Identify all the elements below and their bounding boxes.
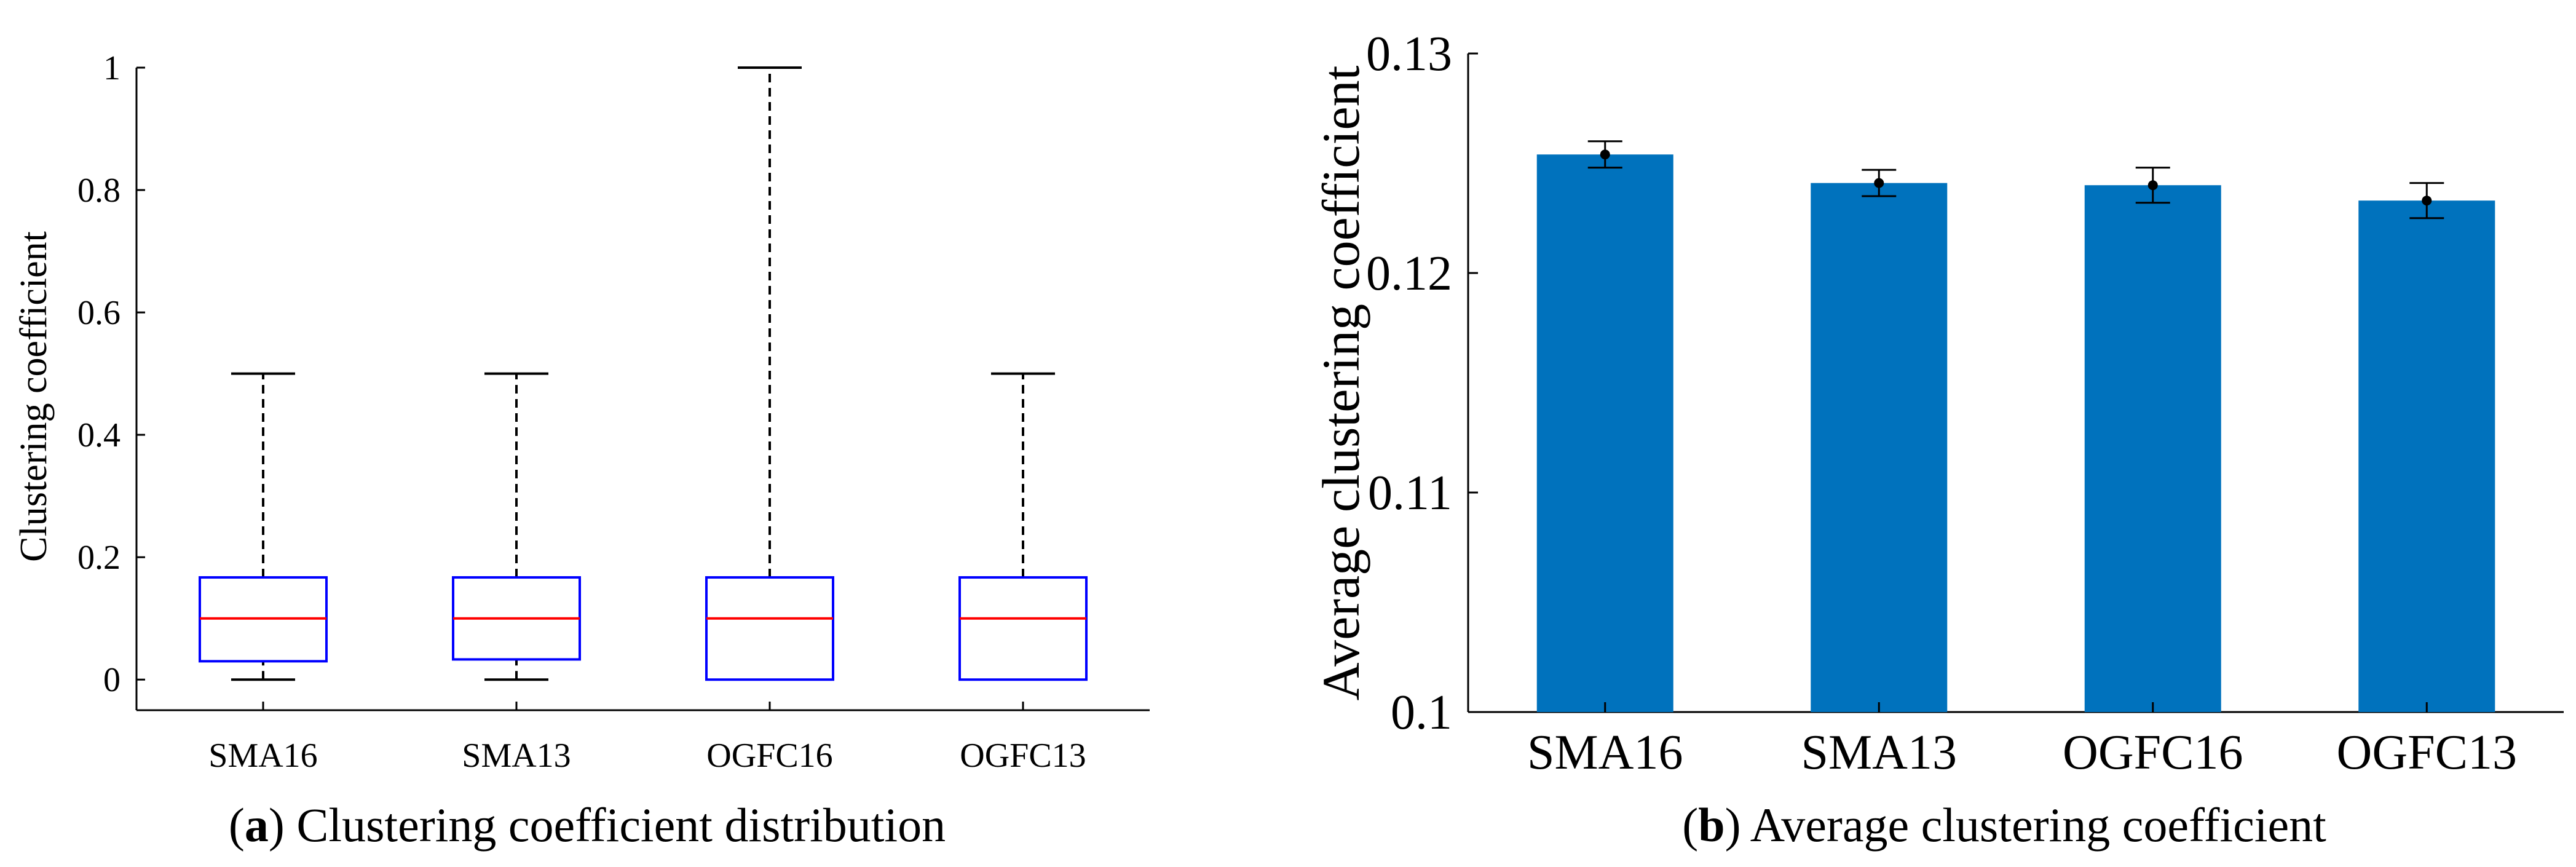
panel-b-y-tick-label: 0.11 bbox=[1368, 466, 1452, 520]
panel-b-x-tick-label: SMA13 bbox=[1801, 726, 1957, 780]
panel-b-caption-text: Average clustering coefficient bbox=[1750, 798, 2326, 852]
panel-b-bar-chart: 0.1 0.11 0.12 0.13 SMA16 SMA13 OGFC16 OGFC13 Av… bbox=[1311, 27, 2564, 852]
panel-b-mean-marker bbox=[1874, 178, 1884, 188]
panel-a-caption-letter: a bbox=[245, 798, 269, 852]
panel-a-box-rect bbox=[958, 576, 1088, 681]
panel-a-box-ogfc16 bbox=[705, 66, 834, 681]
panel-b-x-tick-label: OGFC16 bbox=[2063, 726, 2243, 780]
panel-a-box-sma16 bbox=[199, 372, 328, 681]
panel-a-y-tick-label: 0.4 bbox=[77, 416, 121, 454]
panel-a-y-tick-label: 0.2 bbox=[77, 539, 121, 577]
panel-b-error-bar-sma13 bbox=[1862, 168, 1897, 197]
panel-a-caption-text: Clustering coefficient distribution bbox=[296, 798, 946, 852]
panel-b-error-bar-sma16 bbox=[1587, 140, 1622, 169]
panel-b-bar-ogfc13 bbox=[2358, 200, 2495, 712]
panel-b-error-bar-ogfc13 bbox=[2409, 182, 2444, 220]
panel-b-x-tick-label: SMA16 bbox=[1527, 726, 1683, 780]
panel-a-x-tick-label: OGFC16 bbox=[706, 737, 832, 775]
panel-a-box-sma13 bbox=[452, 372, 581, 681]
panel-a-x-tick-label: OGFC13 bbox=[960, 737, 1086, 775]
panel-a-y-axis-label: Clustering coefficient bbox=[13, 231, 55, 562]
panel-b-mean-marker bbox=[1600, 149, 1610, 160]
panel-a-y-tick-label: 0.8 bbox=[77, 172, 121, 210]
panel-b-caption-letter: b bbox=[1698, 798, 1725, 852]
panel-a-caption: (a) Clustering coefficient distribution bbox=[229, 798, 946, 852]
panel-b-x-tick-label: OGFC13 bbox=[2337, 726, 2517, 780]
panel-a-y-tick-label: 0 bbox=[103, 661, 121, 699]
panel-b-y-tick-label: 0.13 bbox=[1366, 27, 1452, 81]
panel-b-bar-sma13 bbox=[1811, 183, 1948, 712]
panel-a-box-plot: 0 0.2 0.4 0.6 0.8 1 SMA16 SMA13 OGFC16 OGFC13 Clu… bbox=[13, 49, 1150, 852]
panel-b-bar-sma16 bbox=[1536, 154, 1673, 713]
panel-a-box-ogfc13 bbox=[958, 372, 1088, 681]
panel-a-y-tick-label: 0.6 bbox=[77, 294, 121, 332]
panel-b-plot-area: 0.1 0.11 0.12 0.13 SMA16 SMA13 OGFC16 OGFC13 bbox=[1366, 27, 2564, 780]
panel-b-y-tick-label: 0.12 bbox=[1366, 247, 1452, 301]
panel-a-x-tick-label: SMA16 bbox=[208, 737, 317, 775]
panel-a-x-tick-label: SMA13 bbox=[462, 737, 571, 775]
panel-b-error-bar-ogfc16 bbox=[2135, 167, 2170, 204]
panel-a-box-rect bbox=[705, 576, 834, 681]
panel-b-mean-marker bbox=[2422, 196, 2432, 206]
panel-b-y-tick-label: 0.1 bbox=[1391, 686, 1452, 740]
panel-b-caption: (b) Average clustering coefficient bbox=[1682, 798, 2326, 852]
panel-a-y-tick-label: 1 bbox=[103, 49, 121, 87]
panel-b-y-axis-label: Average clustering coefficient bbox=[1311, 65, 1370, 700]
panel-b-bar-ogfc16 bbox=[2084, 185, 2221, 712]
panel-a-plot-area: 0 0.2 0.4 0.6 0.8 1 SMA16 SMA13 OGFC16 OGFC13 bbox=[77, 49, 1150, 775]
panel-b-mean-marker bbox=[2147, 180, 2158, 191]
